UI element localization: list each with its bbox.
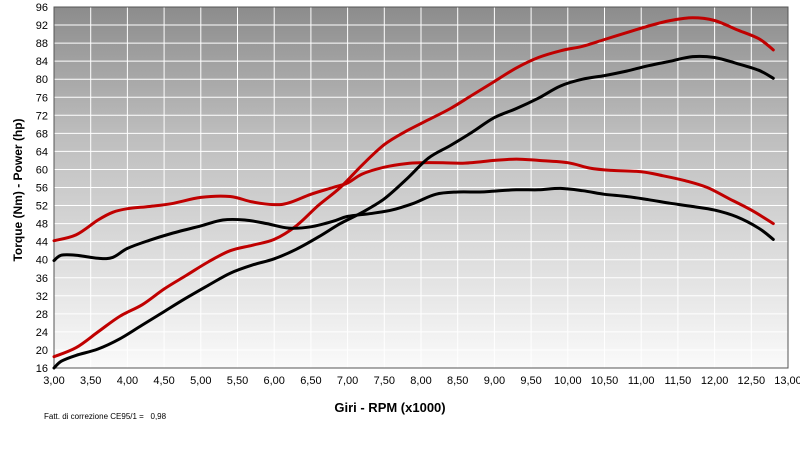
y-tick-label: 24 [36, 327, 48, 339]
y-tick-label: 96 [36, 2, 48, 14]
correction-factor-label: Fatt. di correzione CE95/1 = [44, 412, 144, 421]
series-line-1 [52, 157, 775, 243]
x-tick-label: 5,00 [190, 375, 211, 387]
x-tick-label: 11,50 [665, 375, 692, 387]
x-tick-label: 11,00 [628, 375, 655, 387]
correction-factor-note: Fatt. di correzione CE95/1 = 0,98 [44, 412, 166, 421]
y-tick-label: 92 [36, 20, 48, 32]
x-tick-label: 6,50 [300, 375, 321, 387]
x-tick-label: 4,50 [153, 375, 174, 387]
y-tick-label: 20 [36, 345, 48, 357]
y-tick-label: 76 [36, 92, 48, 104]
y-tick-label: 68 [36, 128, 48, 140]
series-lines [52, 16, 775, 370]
y-tick-label: 28 [36, 309, 48, 321]
x-axis-title: Giri - RPM (x1000) [334, 400, 445, 415]
y-tick-label: 44 [36, 237, 48, 249]
x-tick-label: 13,00 [774, 375, 800, 387]
y-tick-label: 60 [36, 164, 48, 176]
x-tick-label: 7,50 [374, 375, 395, 387]
x-tick-label: 12,00 [701, 375, 729, 387]
y-tick-label: 80 [36, 74, 48, 86]
x-tick-label: 8,00 [410, 375, 431, 387]
grid-lines [53, 6, 789, 369]
x-tick-label: 5,50 [227, 375, 248, 387]
x-tick-label: 12,50 [738, 375, 766, 387]
y-tick-label: 32 [36, 291, 48, 303]
y-tick-labels: 16 20 24 28 32 36 40 44 48 52 56 60 64 68 72 76 80 84 88 92… [36, 2, 48, 375]
x-tick-label: 8,50 [447, 375, 468, 387]
x-tick-labels: 3,00 3,50 4,00 4,50 5,00 5,50 6,00 6,50 7,00 7,50… [43, 375, 800, 387]
x-tick-label: 4,00 [117, 375, 138, 387]
y-tick-label: 56 [36, 183, 48, 195]
y-tick-label: 36 [36, 273, 48, 285]
x-tick-label: 10,00 [554, 375, 582, 387]
series-line-2 [52, 16, 775, 359]
y-tick-label: 16 [36, 363, 48, 375]
x-tick-label: 9,50 [520, 375, 541, 387]
correction-factor-value: 0,98 [150, 412, 167, 421]
y-tick-label: 64 [36, 146, 48, 158]
y-tick-label: 48 [36, 219, 48, 231]
y-tick-label: 72 [36, 110, 48, 122]
y-tick-label: 52 [36, 201, 48, 213]
y-tick-label: 84 [36, 56, 48, 68]
x-tick-label: 10,50 [591, 375, 619, 387]
x-tick-label: 3,50 [80, 375, 101, 387]
y-tick-label: 88 [36, 38, 48, 50]
plot-border [53, 6, 789, 369]
x-tick-label: 3,00 [43, 375, 64, 387]
y-axis-title: Torque (Nm) - Power (hp) [11, 118, 25, 261]
series-line-4 [52, 54, 775, 370]
x-tick-label: 7,00 [337, 375, 358, 387]
x-tick-label: 9,00 [484, 375, 505, 387]
series-line-3 [52, 186, 775, 263]
y-tick-label: 40 [36, 255, 48, 267]
x-tick-label: 6,00 [263, 375, 284, 387]
